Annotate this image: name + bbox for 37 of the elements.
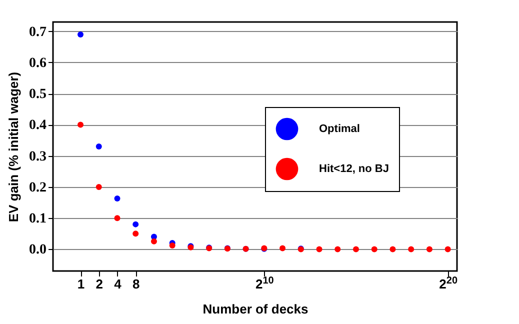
x-tick-label: 2$^{10}$ <box>255 275 274 292</box>
y-tick-label: 0.4 <box>29 118 46 134</box>
x-tick-label: 1 <box>77 276 85 292</box>
point <box>426 246 432 252</box>
legend-label: Hit<12, no BJ <box>319 163 389 175</box>
point <box>316 246 322 252</box>
x-tick-label: 2$^{20}$ <box>439 275 458 292</box>
point <box>96 184 102 190</box>
point <box>352 246 359 252</box>
y-tick-label: 0.3 <box>29 149 46 164</box>
point <box>132 230 139 237</box>
x-tick-label: 8 <box>132 276 140 292</box>
point <box>78 122 84 128</box>
point <box>371 246 378 252</box>
point <box>78 31 84 38</box>
point <box>150 238 157 244</box>
y-axis-title: EV gain (% initial wager) <box>6 72 21 222</box>
y-tick-label: 0.0 <box>29 242 46 258</box>
y-tick-label: 0.5 <box>29 87 46 102</box>
point <box>334 246 341 252</box>
y-tick-label: 0.7 <box>29 24 46 40</box>
y-tick-label: 0.2 <box>29 180 46 196</box>
y-tick-label: 0.6 <box>29 56 46 71</box>
point <box>408 246 414 252</box>
point <box>132 221 139 228</box>
point <box>280 245 286 252</box>
point <box>114 195 120 202</box>
x-tick-label: 2 <box>96 276 103 292</box>
point <box>444 246 451 252</box>
x-axis-title: Number of decks <box>202 302 308 316</box>
legend-label: Optimal <box>319 123 360 135</box>
point <box>169 242 176 248</box>
x-tick-label: 4 <box>114 276 122 292</box>
point <box>114 215 120 222</box>
y-tick-label: 0.1 <box>29 212 46 227</box>
point <box>390 246 396 252</box>
point <box>96 144 102 150</box>
